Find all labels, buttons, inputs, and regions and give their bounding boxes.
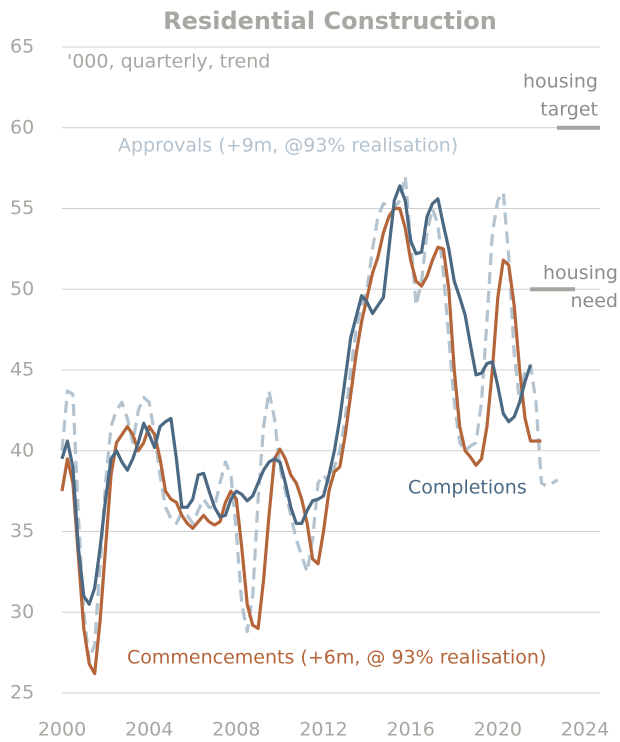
chart-title: Residential Construction [163,7,497,35]
y-tick-label: 35 [10,520,34,542]
series-line [60,206,542,676]
y-tick-label: 60 [10,116,34,138]
reference-label: target [540,98,598,120]
y-tick-label: 40 [10,439,34,461]
x-tick-label: 2020 [474,719,522,741]
reference-label: housing [523,70,598,92]
x-tick-label: 2024 [561,719,609,741]
y-tick-label: 45 [10,359,34,381]
reference-label: housing [543,262,618,284]
series-line [60,174,559,663]
y-tick-label: 65 [10,36,34,58]
series-label: Approvals (+9m, @93% realisation) [118,135,458,157]
x-tick-label: 2012 [299,719,347,741]
x-tick-label: 2004 [125,719,173,741]
reference-label: need [571,290,618,312]
y-tick-label: 55 [10,197,34,219]
x-tick-label: 2008 [212,719,260,741]
y-tick-label: 50 [10,278,34,300]
y-tick-label: 30 [10,601,34,623]
x-tick-label: 2016 [386,719,434,741]
series-line [60,184,533,606]
series-label: Completions [408,477,527,499]
subtitle: '000, quarterly, trend [67,51,270,73]
y-tick-label: 25 [10,682,34,704]
x-tick-label: 2000 [38,719,86,741]
series-label: Commencements (+6m, @ 93% realisation) [127,647,546,669]
